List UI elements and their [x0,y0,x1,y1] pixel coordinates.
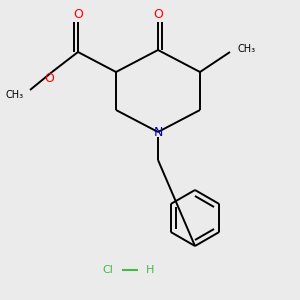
Text: CH₃: CH₃ [238,44,256,54]
Text: H: H [146,265,154,275]
Text: N: N [153,125,163,139]
Text: Cl: Cl [103,265,113,275]
Text: CH₃: CH₃ [6,90,24,100]
Text: O: O [44,71,54,85]
Text: O: O [73,8,83,22]
Text: O: O [153,8,163,22]
